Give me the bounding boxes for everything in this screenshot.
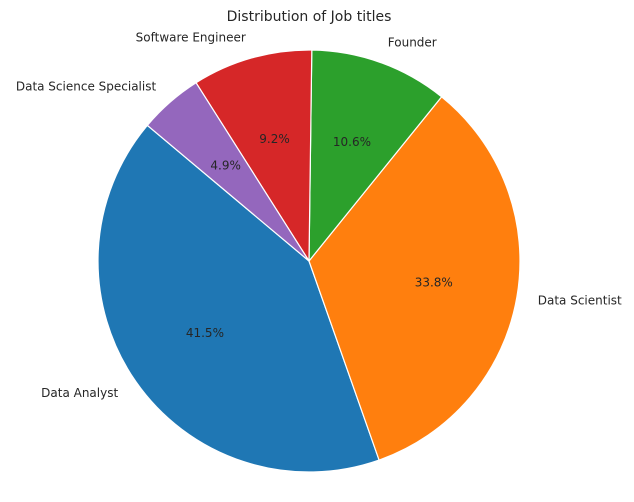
- pct-label-data-science-specialist: 4.9%: [210, 159, 241, 173]
- slice-label-data-science-specialist: Data Science Specialist: [16, 79, 157, 93]
- slice-label-software-engineer: Software Engineer: [136, 31, 246, 45]
- pie-slice-data-science-specialist: [146, 82, 310, 262]
- pie-slice-software-engineer: [195, 49, 313, 262]
- slice-label-data-analyst: Data Analyst: [41, 386, 118, 400]
- pie-slice-data-analyst: [97, 124, 380, 473]
- pie-slices: [97, 49, 521, 473]
- slice-label-founder: Founder: [388, 36, 437, 50]
- pct-label-data-analyst: 41.5%: [186, 326, 224, 340]
- pie-slice-founder: [308, 49, 443, 262]
- slice-label-data-scientist: Data Scientist: [538, 293, 622, 307]
- pct-label-software-engineer: 9.2%: [259, 132, 290, 146]
- pie-slice-data-scientist: [308, 96, 521, 461]
- pct-label-founder: 10.6%: [333, 135, 371, 149]
- chart-title: Distribution of Job titles: [227, 9, 392, 25]
- pie-labels: 41.5% Data Analyst 33.8% Data Scientist 10.6…: [16, 31, 622, 400]
- pct-label-data-scientist: 33.8%: [415, 275, 453, 289]
